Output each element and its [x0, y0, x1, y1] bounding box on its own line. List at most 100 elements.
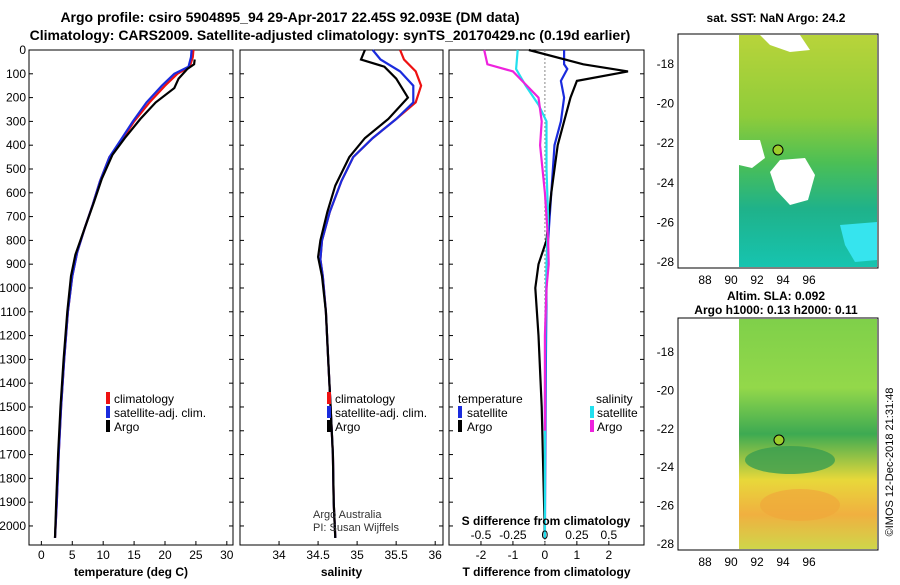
s-tick-label: 0.25	[565, 528, 589, 542]
x-tick-label: 2	[605, 548, 612, 562]
y-tick-label: 1300	[0, 352, 26, 366]
s-difference-label: S difference from climatology	[462, 514, 631, 528]
x-tick-label: 1	[574, 548, 581, 562]
map-x-tick-label: 96	[802, 273, 816, 287]
difference-panel: -2 -1 0 1 2 T difference from climatology	[448, 48, 645, 579]
credit-line-2: PI: Susan Wijffels	[313, 522, 399, 534]
map-y-tick-label: -26	[657, 215, 675, 229]
legend-label-s-satellite: satellite	[597, 406, 638, 420]
series-argo	[53, 59, 196, 538]
s-tick-label: 0	[542, 528, 549, 542]
argo-position-marker	[773, 434, 785, 446]
sst-gap-cloud	[770, 158, 815, 205]
x-axis-label: salinity	[321, 565, 363, 579]
map-y-tick-label: -20	[657, 97, 675, 111]
salinity-legend: climatology satellite-adj. clim. Argo	[327, 392, 427, 434]
imos-stamp: ©IMOS 12-Dec-2018 21:31:48	[884, 388, 896, 537]
y-tick-label: 900	[6, 257, 26, 271]
map-x-tick-label: 92	[750, 555, 764, 569]
sst-cyan-patch	[840, 222, 877, 262]
sla-high-patch	[760, 489, 840, 521]
map-y-tick-label: -28	[657, 537, 675, 551]
legend-swatch-s-argo	[590, 420, 594, 432]
legend-label-t-argo: Argo	[467, 420, 493, 434]
legend-label-s-argo: Argo	[597, 420, 623, 434]
map-y-tick-label: -20	[657, 383, 675, 397]
y-tick-label: 600	[6, 186, 26, 200]
x-tick-label: 15	[127, 548, 141, 562]
x-tick-label: -2	[476, 548, 487, 562]
sla-map-title-1: Altim. SLA: 0.092	[727, 289, 825, 303]
legend-label-climatology: climatology	[114, 392, 174, 406]
sla-low-band	[745, 446, 835, 474]
title-line-2: Climatology: CARS2009. Satellite-adjuste…	[30, 27, 631, 43]
map-y-tick-label: -26	[657, 499, 675, 513]
map-y-tick-label: -24	[657, 176, 675, 190]
x-tick-label: 36	[429, 548, 443, 562]
map-x-tick-label: 88	[698, 273, 712, 287]
x-tick-label: 34.5	[306, 548, 330, 562]
x-tick-label: 35.5	[384, 548, 408, 562]
map-y-tick-label: -22	[657, 136, 675, 150]
map-x-tick-label: 92	[750, 273, 764, 287]
legend-title-salinity: salinity	[596, 392, 633, 406]
y-tick-label: 700	[6, 210, 26, 224]
legend-label-satellite: satellite-adj. clim.	[335, 406, 427, 420]
y-tick-label: 100	[6, 67, 26, 81]
x-axis-label: T difference from climatology	[462, 565, 630, 579]
legend-label-satellite: satellite-adj. clim.	[114, 406, 206, 420]
map-x-tick-label: 88	[698, 555, 712, 569]
legend-swatch-satellite	[327, 406, 331, 418]
x-tick-label: 5	[69, 548, 76, 562]
credit-line-1: Argo Australia	[313, 509, 382, 521]
s-difference-ticks: -0.5 -0.25 0 0.25 0.5	[471, 528, 618, 542]
map-y-tick-label: -18	[657, 57, 675, 71]
sla-map-title-2: Argo h1000: 0.13 h2000: 0.11	[694, 303, 858, 317]
x-tick-label: -1	[508, 548, 519, 562]
map-y-tick-label: -22	[657, 422, 675, 436]
x-tick-label: 10	[97, 548, 111, 562]
legend-swatch-satellite	[106, 406, 110, 418]
x-tick-label: 35	[350, 548, 364, 562]
y-tick-label: 800	[6, 233, 26, 247]
map-y-tick-label: -18	[657, 345, 675, 359]
y-tick-label: 1200	[0, 329, 26, 343]
x-axis-label: temperature (deg C)	[74, 565, 188, 579]
legend-label-argo: Argo	[335, 420, 361, 434]
series-t-argo	[528, 48, 629, 538]
x-tick-label: 0	[38, 548, 45, 562]
y-tick-label: 200	[6, 91, 26, 105]
series-s-argo	[483, 49, 550, 431]
difference-legend: temperature salinity satellite Argo sate…	[458, 392, 638, 434]
x-tick-label: 34	[272, 548, 286, 562]
map-x-tick-label: 96	[802, 555, 816, 569]
legend-label-t-satellite: satellite	[467, 406, 508, 420]
legend-swatch-s-satellite	[590, 406, 594, 418]
y-tick-label: 500	[6, 162, 26, 176]
argo-position-marker	[772, 144, 784, 156]
x-tick-label: 20	[158, 548, 172, 562]
legend-title-temperature: temperature	[458, 392, 523, 406]
map-x-tick-label: 90	[724, 555, 738, 569]
y-tick-label: 2000	[0, 519, 26, 533]
plot-frame	[28, 49, 234, 546]
y-tick-label: 400	[6, 138, 26, 152]
temperature-legend: climatology satellite-adj. clim. Argo	[106, 392, 206, 434]
legend-swatch-t-satellite	[458, 406, 462, 418]
map-x-tick-label: 90	[724, 273, 738, 287]
y-tick-label: 1100	[0, 305, 26, 319]
y-tick-label: 1600	[0, 424, 26, 438]
temperature-panel: 0100200300400500600700800900100011001200…	[0, 43, 234, 579]
salinity-panel: 34 34.5 35 35.5 36 salinity	[239, 49, 444, 579]
y-tick-label: 1000	[0, 281, 26, 295]
sla-map-ticks: 88 90 92 94 96 -18 -20 -22 -24 -26 -28	[657, 345, 816, 569]
s-tick-label: 0.5	[600, 528, 617, 542]
legend-swatch-argo	[106, 420, 110, 432]
y-tick-label: 1400	[0, 376, 26, 390]
sst-map	[677, 33, 879, 269]
legend-label-climatology: climatology	[335, 392, 395, 406]
map-y-tick-label: -28	[657, 255, 675, 269]
title-line-1: Argo profile: csiro 5904895_94 29-Apr-20…	[60, 9, 519, 25]
y-tick-label: 0	[19, 43, 26, 57]
